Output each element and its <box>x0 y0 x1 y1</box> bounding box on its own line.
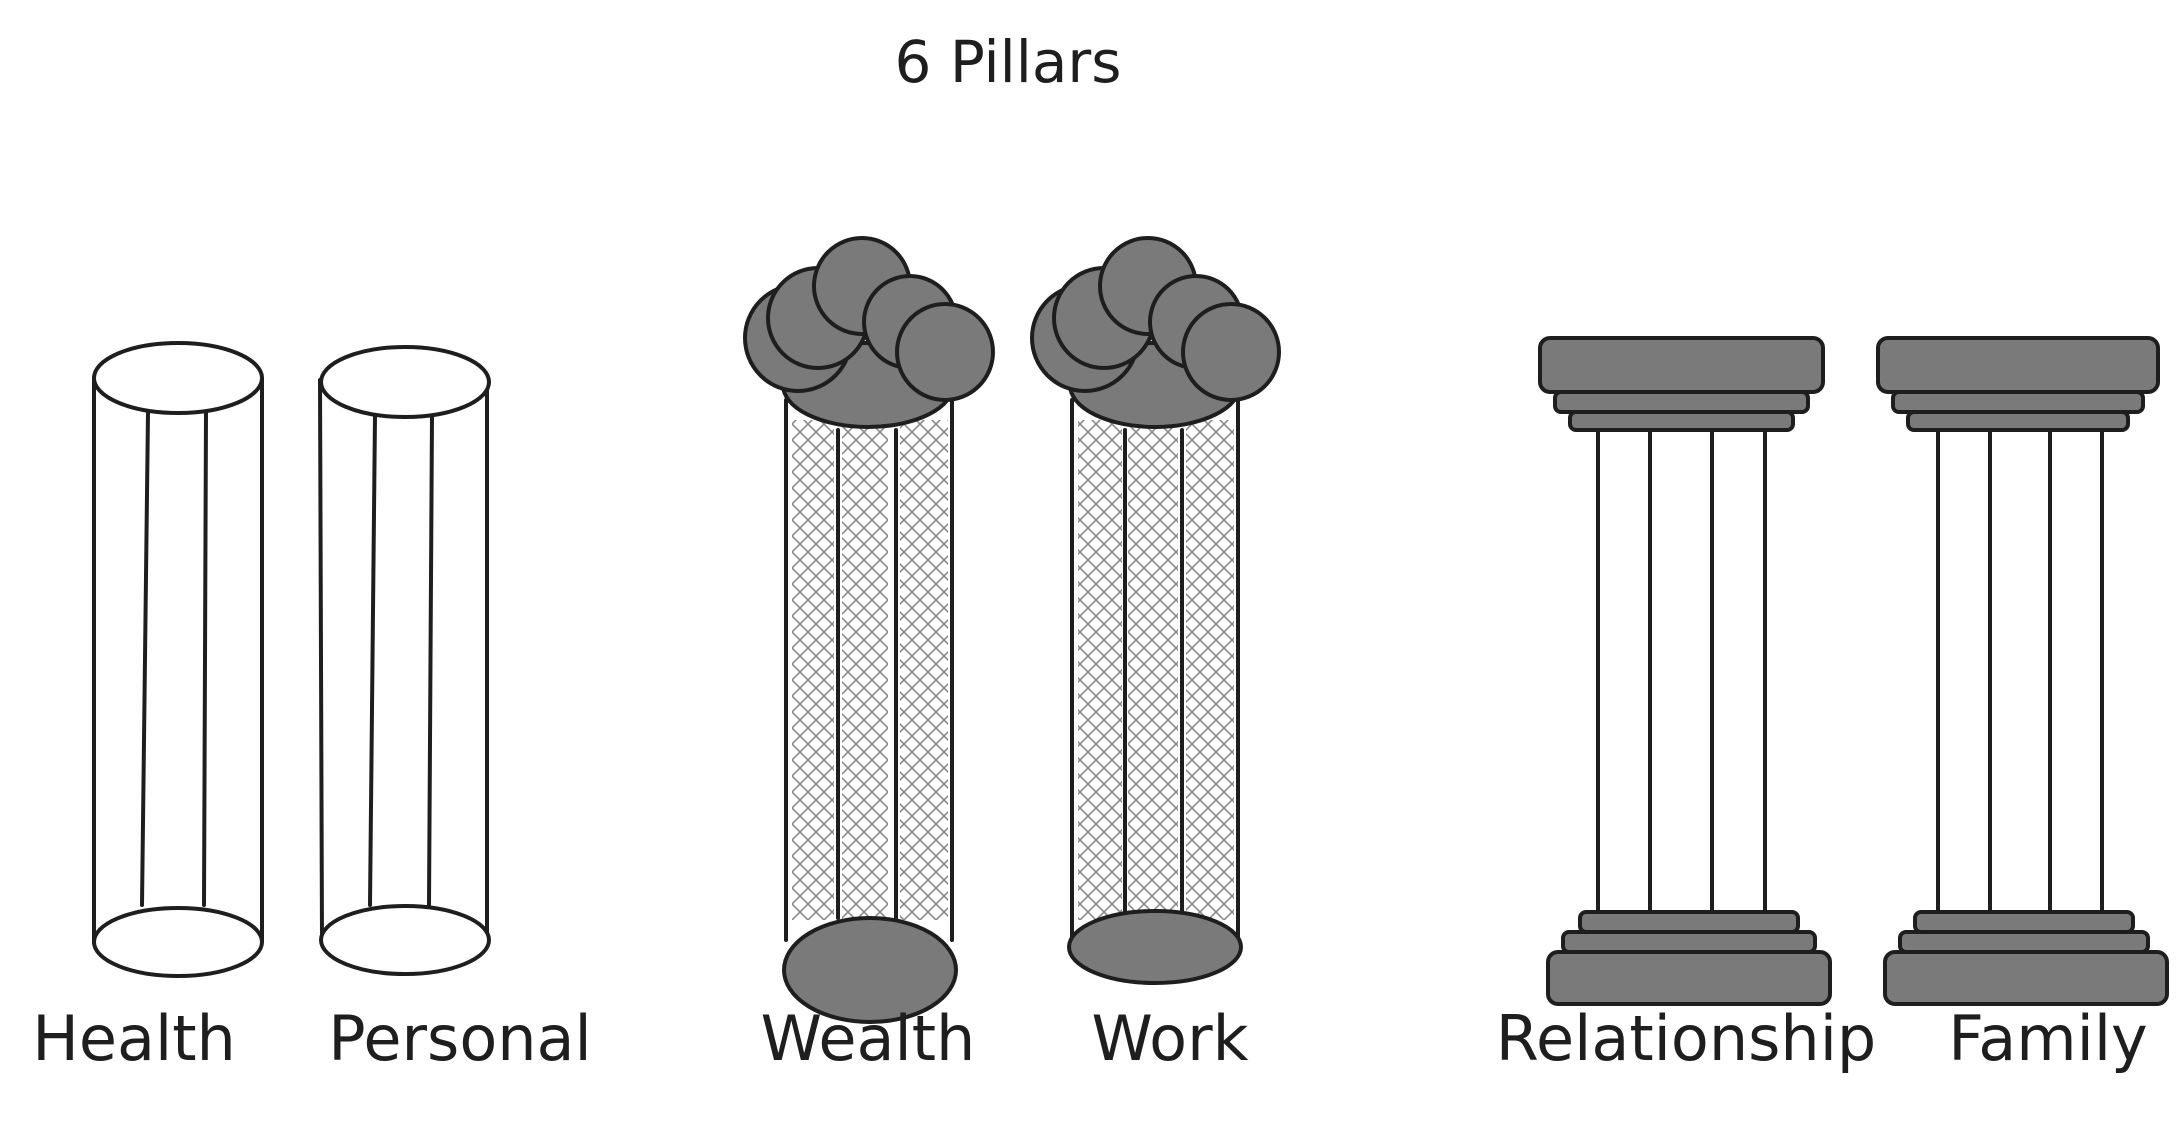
pillar-label: Relationship <box>1496 1002 1877 1075</box>
pillar-work: Work <box>1030 236 1281 1075</box>
pillar-personal: Personal <box>318 345 592 1075</box>
pillar-wealth: Wealth <box>743 236 995 1075</box>
pillar-label: Personal <box>328 1002 592 1075</box>
diagram-title: 6 Pillars <box>895 28 1122 96</box>
pillar-label: Wealth <box>761 1002 976 1075</box>
pillar-label: Work <box>1092 1002 1249 1075</box>
pillar-label: Family <box>1948 1002 2148 1075</box>
pillar-health: Health <box>32 341 264 1075</box>
pillar-label: Health <box>32 1002 236 1075</box>
pillar-family: Family <box>1876 336 2169 1075</box>
pillar-relationship: Relationship <box>1496 336 1877 1075</box>
